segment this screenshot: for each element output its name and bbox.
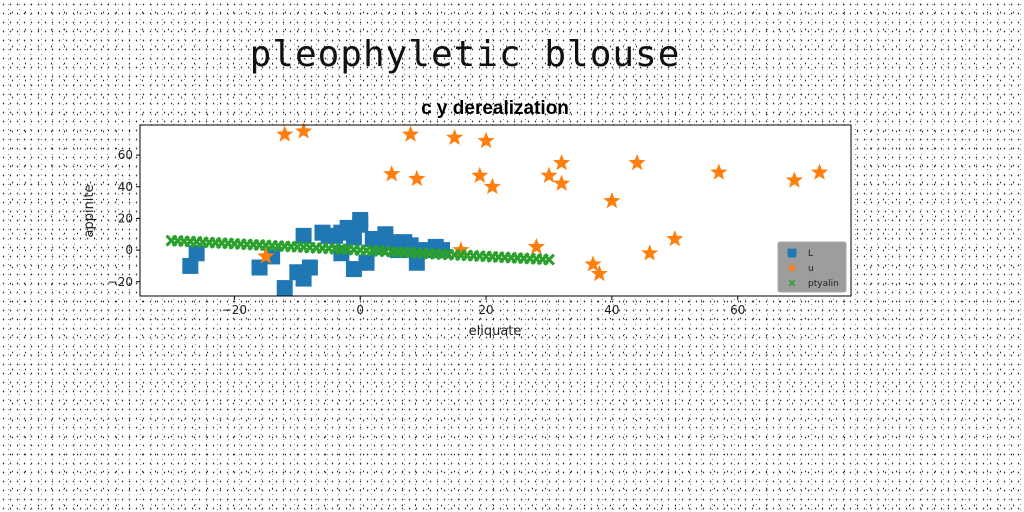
data-point [628, 154, 646, 171]
data-point [182, 257, 199, 274]
data-point [590, 264, 608, 282]
y-tick-label: 40 [118, 180, 133, 194]
plot-marks [165, 122, 829, 297]
data-point [527, 237, 545, 255]
data-point [543, 253, 555, 266]
data-point [383, 165, 401, 182]
series-ptyalin-points [165, 234, 555, 266]
legend-marker [787, 263, 797, 272]
data-point [408, 254, 425, 271]
data-point [785, 171, 803, 188]
data-point [358, 254, 375, 271]
x-tick-label: −20 [222, 303, 247, 317]
data-point [352, 216, 369, 233]
y-tick-label: 20 [118, 211, 133, 225]
data-point [402, 125, 420, 142]
data-point [603, 192, 621, 209]
data-point [483, 177, 501, 194]
data-point [811, 163, 829, 180]
data-point [553, 154, 571, 171]
y-axis: −20 0 20 40 60 [108, 148, 140, 289]
series-l-points [182, 212, 451, 297]
data-point [540, 166, 558, 183]
data-point [446, 128, 464, 145]
data-point [345, 229, 362, 246]
data-point [295, 122, 313, 139]
x-tick-label: 40 [604, 303, 619, 317]
x-tick-label: 60 [730, 303, 745, 317]
y-tick-label: 0 [125, 243, 133, 257]
y-tick-label: −20 [108, 275, 133, 289]
x-tick-label: 0 [356, 303, 364, 317]
x-axis-label: eliquate [469, 324, 522, 339]
data-point [641, 244, 659, 261]
data-point [257, 247, 275, 264]
data-point [295, 227, 312, 244]
x-tick-label: 20 [478, 303, 493, 317]
legend-label: L [808, 249, 813, 259]
data-point [452, 241, 470, 258]
y-tick-label: 60 [118, 148, 133, 162]
y-axis-label: appinite [82, 184, 97, 237]
legend-label: u [808, 264, 814, 274]
data-point [345, 261, 362, 278]
page-title: pleophyletic blouse [249, 34, 681, 75]
data-point [666, 230, 684, 247]
data-point [301, 259, 318, 276]
legend-label: ptyalin [808, 279, 839, 289]
plot-background [140, 125, 851, 296]
data-point [188, 245, 205, 262]
data-point [477, 131, 495, 149]
data-point [251, 259, 268, 276]
legend-marker [788, 279, 796, 287]
data-point [710, 163, 728, 180]
data-point [408, 169, 426, 187]
x-axis: −20 0 20 40 60 [222, 296, 745, 317]
chart-title: c y derealization [421, 98, 569, 119]
data-point [276, 125, 294, 142]
data-point [471, 166, 489, 183]
legend-marker [787, 248, 797, 258]
data-point [584, 255, 602, 272]
series-u-points [257, 122, 829, 282]
legend: Lu ptyalin [777, 241, 847, 293]
data-point [553, 174, 571, 191]
data-point [276, 280, 293, 297]
plot-frame [139, 124, 852, 297]
